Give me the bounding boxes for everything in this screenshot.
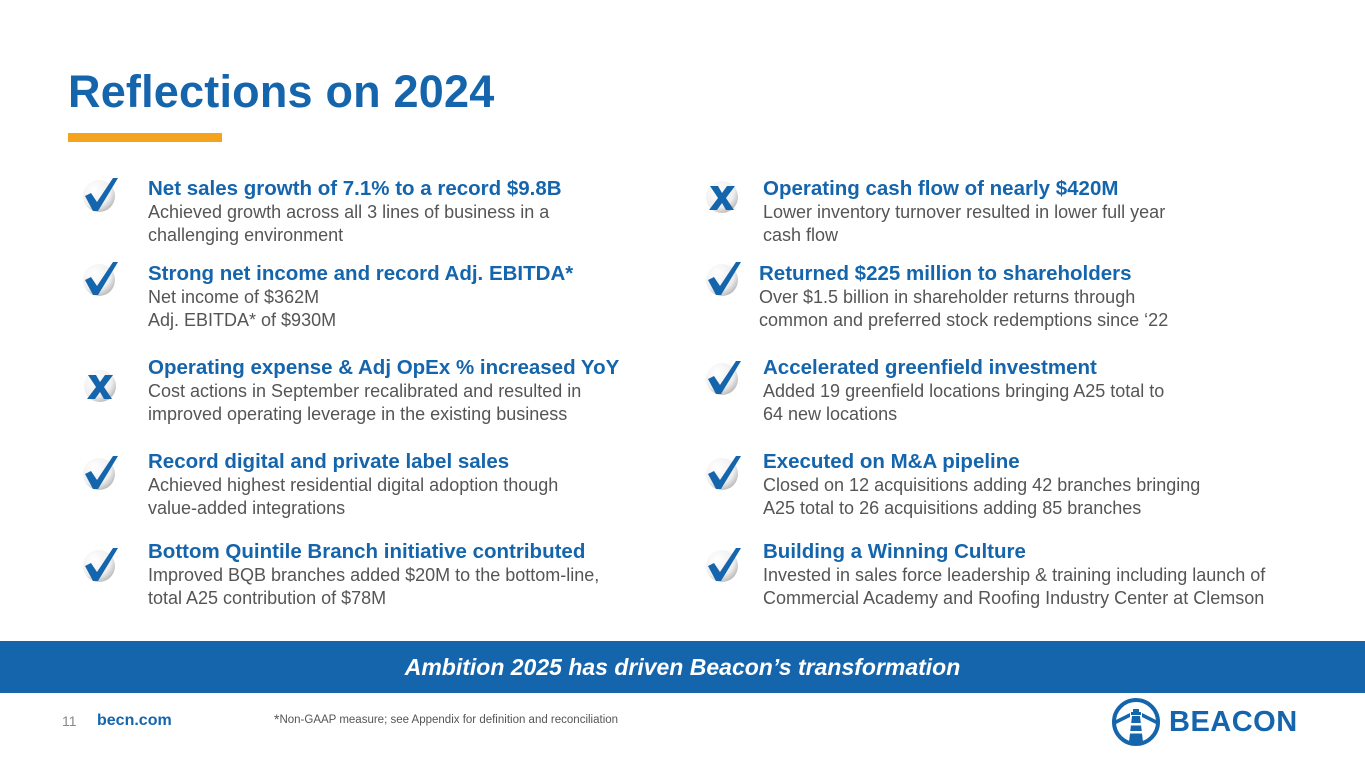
beacon-lighthouse-icon [1112, 698, 1160, 746]
item-desc-line: Cost actions in September recalibrated a… [148, 381, 582, 401]
item-desc-line: Over $1.5 billion in shareholder returns… [759, 287, 1136, 307]
item-heading: Accelerated greenfield investment [763, 356, 1097, 379]
ambition-banner: Ambition 2025 has driven Beacon’s transf… [0, 641, 1365, 693]
item-desc-line: total A25 contribution of $78M [148, 588, 387, 608]
logo-text: BEACON [1169, 705, 1298, 738]
item-desc-line: Lower inventory turnover resulted in low… [763, 202, 1166, 222]
item-heading: Record digital and private label sales [148, 450, 510, 473]
item-desc-line: value-added integrations [148, 498, 346, 518]
right-item-4: Executed on M&A pipeline Closed on 12 ac… [763, 449, 1363, 520]
check-icon [80, 258, 120, 298]
item-heading: Operating expense & Adj OpEx % increased… [148, 356, 620, 379]
item-desc-line: Commercial Academy and Roofing Industry … [763, 588, 1265, 608]
right-item-3: Accelerated greenfield investment Added … [763, 355, 1363, 426]
item-heading: Net sales growth of 7.1% to a record $9.… [148, 177, 562, 200]
right-item-2: Returned $225 million to shareholders Ov… [759, 261, 1359, 332]
check-icon [80, 544, 120, 584]
item-desc-line: common and preferred stock redemptions s… [759, 310, 1169, 330]
title-accent-bar [68, 133, 222, 142]
beacon-logo: BEACON [1112, 697, 1298, 747]
item-desc-line: cash flow [763, 225, 839, 245]
page-number: 11 [62, 713, 77, 729]
item-desc-line: Adj. EBITDA* of $930M [148, 310, 337, 330]
item-heading: Executed on M&A pipeline [763, 450, 1020, 473]
item-heading: Returned $225 million to shareholders [759, 262, 1132, 285]
check-icon [703, 258, 743, 298]
x-icon [80, 365, 120, 405]
left-item-5: Bottom Quintile Branch initiative contri… [148, 539, 748, 610]
item-desc-line: 64 new locations [763, 404, 898, 424]
item-heading: Building a Winning Culture [763, 540, 1026, 563]
x-icon [702, 176, 742, 216]
footnote: *Non-GAAP measure; see Appendix for defi… [274, 711, 618, 727]
website-link[interactable]: becn.com [97, 712, 172, 729]
item-desc-line: improved operating leverage in the exist… [148, 404, 568, 424]
item-heading: Strong net income and record Adj. EBITDA… [148, 262, 574, 285]
item-heading: Operating cash flow of nearly $420M [763, 177, 1119, 200]
footnote-text: Non-GAAP measure; see Appendix for defin… [279, 714, 619, 726]
item-desc-line: Achieved growth across all 3 lines of bu… [148, 202, 550, 222]
item-desc-line: Added 19 greenfield locations bringing A… [763, 381, 1165, 401]
item-desc-line: Closed on 12 acquisitions adding 42 bran… [763, 475, 1201, 495]
check-icon [80, 452, 120, 492]
left-item-4: Record digital and private label sales A… [148, 449, 748, 520]
item-desc-line: Net income of $362M [148, 287, 320, 307]
check-icon [703, 544, 743, 584]
right-item-5: Building a Winning Culture Invested in s… [763, 539, 1363, 610]
check-icon [80, 174, 120, 214]
left-item-2: Strong net income and record Adj. EBITDA… [148, 261, 748, 332]
check-icon [703, 357, 743, 397]
left-item-3: Operating expense & Adj OpEx % increased… [148, 355, 748, 426]
right-item-1: Operating cash flow of nearly $420M Lowe… [763, 176, 1363, 247]
item-desc-line: Improved BQB branches added $20M to the … [148, 565, 600, 585]
item-desc-line: A25 total to 26 acquisitions adding 85 b… [763, 498, 1142, 518]
item-desc-line: challenging environment [148, 225, 344, 245]
slide-title: Reflections on 2024 [68, 66, 495, 117]
check-icon [703, 452, 743, 492]
left-item-1: Net sales growth of 7.1% to a record $9.… [148, 176, 748, 247]
item-heading: Bottom Quintile Branch initiative contri… [148, 540, 586, 563]
footnote-star: * [274, 711, 280, 727]
item-desc-line: Invested in sales force leadership & tra… [763, 565, 1266, 585]
item-desc-line: Achieved highest residential digital ado… [148, 475, 559, 495]
banner-text: Ambition 2025 has driven Beacon’s transf… [404, 653, 961, 680]
